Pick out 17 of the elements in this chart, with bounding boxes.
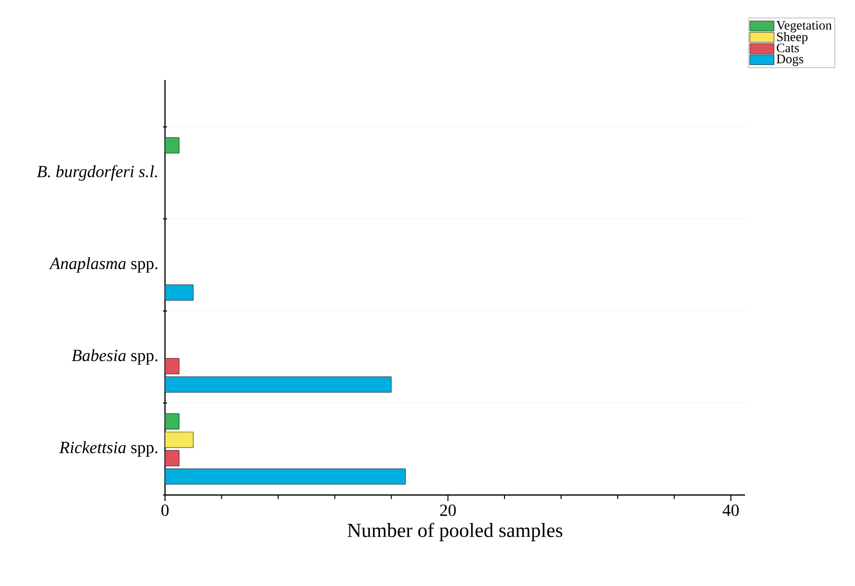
x-tick-label: 0 [161,504,169,516]
bar [165,284,194,301]
y-tick-label: Anaplasma spp. [48,257,158,273]
x-tick-label: 40 [722,504,739,516]
legend-label: Vegetation [776,20,832,32]
x-tick-label: 20 [440,504,456,516]
legend-label: Sheep [777,32,808,44]
bar [165,376,392,393]
bar [165,468,406,485]
bar [165,358,180,374]
y-tick-label: Babesia spp. [72,349,158,365]
legend-label: Cats [776,44,799,52]
y-tick-label: B. burgdorferi s.l. [36,165,157,181]
bar [165,450,180,466]
y-tick-label: Rickettsia spp. [59,441,158,457]
x-axis-title: Number of pooled samples [348,522,562,542]
legend-label: Dogs [776,54,804,66]
